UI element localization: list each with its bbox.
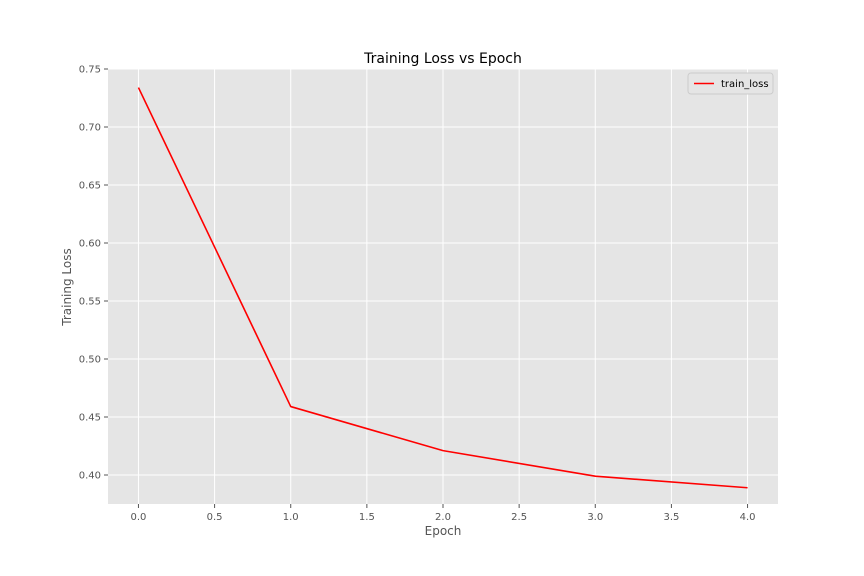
- x-tick-label: 4.0: [740, 512, 756, 523]
- x-tick-label: 3.5: [663, 512, 679, 523]
- y-tick-label: 0.60: [79, 239, 101, 250]
- x-tick-label: 2.0: [435, 512, 451, 523]
- y-axis-label: Training Loss: [60, 248, 74, 326]
- x-tick-label: 0.5: [207, 512, 223, 523]
- legend-box: [687, 72, 774, 95]
- series-group: [137, 87, 748, 489]
- y-tick-label: 0.70: [79, 123, 101, 134]
- x-axis-label: Epoch: [425, 524, 462, 538]
- x-tick-label: 2.5: [511, 512, 527, 523]
- y-tick-label: 0.65: [79, 181, 101, 192]
- y-tick-label: 0.50: [79, 355, 101, 366]
- y-tick-label: 0.45: [79, 413, 101, 424]
- grid-lines: [108, 68, 778, 504]
- x-tick-label: 3.0: [587, 512, 603, 523]
- x-tick-label: 1.5: [359, 512, 375, 523]
- legend: train_loss: [687, 72, 774, 95]
- y-tick-label: 0.75: [79, 65, 101, 76]
- series-line-train-loss: [137, 87, 748, 489]
- y-axis-ticks: 0.40 0.45 0.50 0.55 0.60 0.65 0.70 0.75: [79, 65, 108, 482]
- x-tick-label: 1.0: [283, 512, 299, 523]
- chart-title: Training Loss vs Epoch: [363, 51, 522, 67]
- y-tick-label: 0.40: [79, 471, 101, 482]
- y-tick-label: 0.55: [79, 297, 101, 308]
- x-tick-label: 0.0: [131, 512, 147, 523]
- x-axis-ticks: 0.0 0.5 1.0 1.5 2.0 2.5 3.0 3.5 4.0: [131, 504, 756, 523]
- legend-label-train-loss: train_loss: [721, 79, 769, 90]
